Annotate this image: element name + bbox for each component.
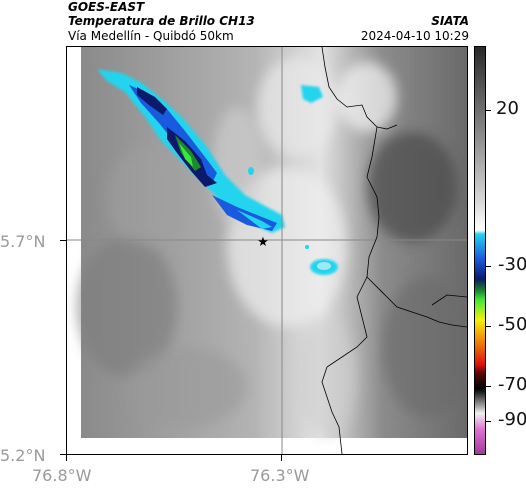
cold-cloud-band	[97, 69, 338, 275]
agency-label: SIATA	[431, 14, 469, 28]
star-icon: ★	[257, 235, 269, 250]
source-title: GOES-EAST	[68, 0, 145, 14]
product-title: Temperatura de Brillo CH13	[68, 14, 255, 28]
y-tick	[60, 454, 66, 455]
colorbar-tick	[486, 326, 491, 327]
cloud-texture	[77, 57, 467, 437]
route-subtitle: Vía Medellín - Quibdó 50km	[68, 29, 234, 43]
colorbar-tick	[486, 110, 491, 111]
map-panel: ★	[66, 46, 468, 455]
map-svg: ★	[67, 47, 467, 454]
y-tick	[60, 240, 66, 241]
colorbar-label: -30	[498, 254, 526, 275]
colorbar-label: -70	[498, 374, 526, 395]
x-axis-label-768w: 76.8°W	[32, 466, 92, 485]
colorbar-tick	[486, 421, 491, 422]
colorbar-tick	[486, 386, 491, 387]
y-axis-label-57n: 5.7°N	[0, 232, 46, 251]
y-axis-label-52n: 5.2°N	[0, 446, 46, 465]
x-axis-label-763w: 76.3°W	[250, 466, 310, 485]
department-border-south	[321, 276, 368, 454]
colorbar-label: -50	[498, 314, 526, 335]
x-tick	[66, 455, 67, 461]
department-border	[321, 47, 467, 328]
x-tick	[281, 455, 282, 461]
colorbar-label: -90	[498, 409, 526, 430]
datetime-label: 2024-04-10 10:29	[360, 29, 469, 43]
colorbar-label: 20	[496, 98, 519, 119]
colorbar-tick	[486, 266, 491, 267]
colorbar	[474, 46, 486, 455]
